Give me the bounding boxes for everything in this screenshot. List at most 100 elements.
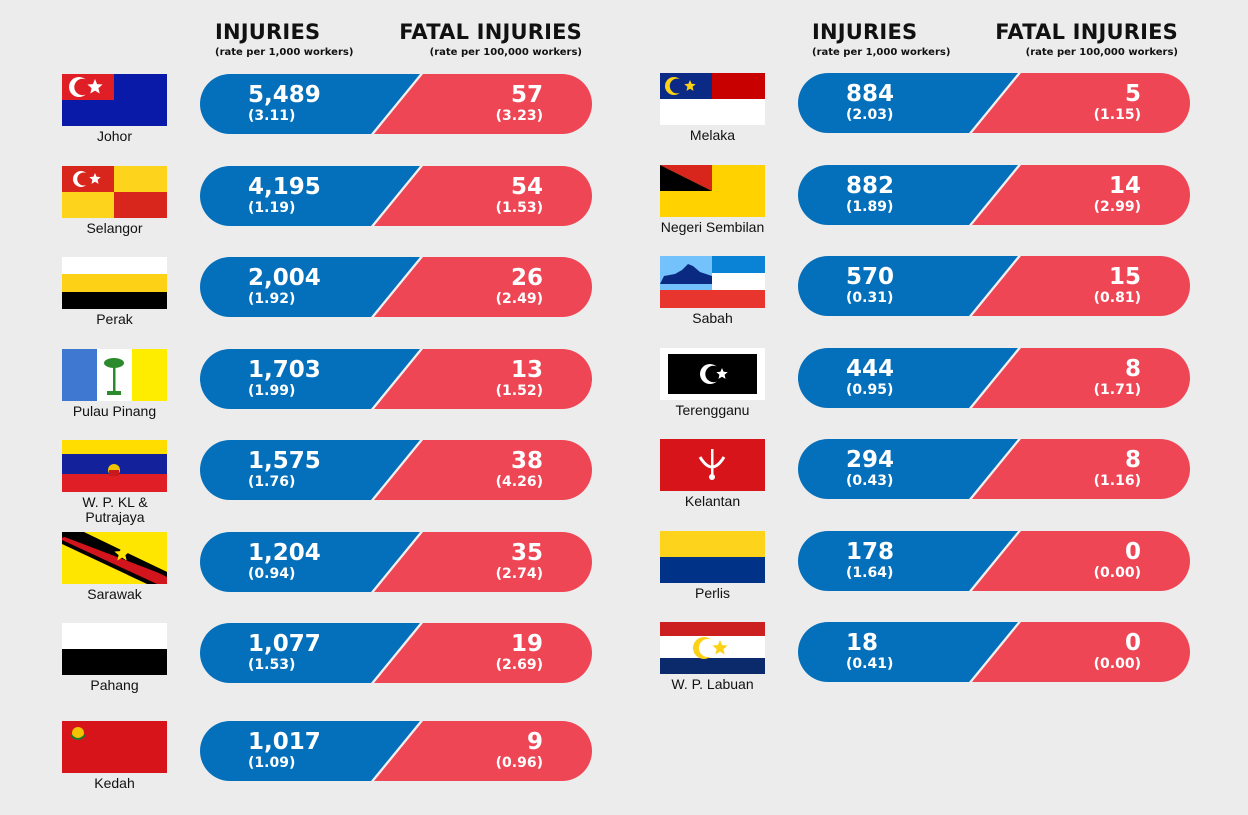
injury-rate: (0.41) (846, 656, 894, 672)
penang-flag-icon (62, 349, 167, 401)
state-row-w-p-kl-putrajaya: W. P. KL & Putrajaya 1,575 (1.76) 38 (4.26) (62, 440, 622, 525)
injury-rate: (0.31) (846, 290, 894, 306)
injury-rate: (0.43) (846, 473, 894, 489)
fatal-count: 38 (510, 448, 543, 474)
injuries-count: 444 (846, 356, 895, 382)
state-name: Selangor (86, 220, 143, 236)
kelantan-flag-icon (660, 439, 765, 491)
fatal-count: 15 (1108, 264, 1141, 290)
injuries-count: 5,489 (248, 82, 321, 108)
stat-pill: 5,489 (3.11) 57 (3.23) (200, 74, 592, 134)
state-name: W. P. KL & Putrajaya (82, 494, 148, 525)
johor-flag-icon (62, 74, 167, 126)
fatal-count: 35 (510, 540, 543, 566)
injury-rate: (2.03) (846, 107, 894, 123)
fatal-rate: (2.99) (1093, 199, 1141, 215)
fatal-rate: (2.49) (495, 291, 543, 307)
stat-pill: 444 (0.95) 8 (1.71) (798, 348, 1190, 408)
injuries-count: 1,575 (248, 448, 321, 474)
injury-rate: (3.11) (248, 108, 296, 124)
state-row-perlis: Perlis 178 (1.64) 0 (0.00) (660, 531, 1220, 601)
fatal-title: FATAL INJURIES (995, 20, 1178, 44)
fatal-count: 0 (1124, 630, 1141, 656)
state-name: Terengganu (675, 402, 750, 418)
fatal-count: 26 (510, 265, 543, 291)
injuries-subtitle: (rate per 1,000 workers) (215, 47, 354, 58)
injuries-count: 2,004 (248, 265, 321, 291)
state-row-pahang: Pahang 1,077 (1.53) 19 (2.69) (62, 623, 622, 693)
injuries-count: 570 (846, 264, 895, 290)
state-name: Sabah (692, 310, 733, 326)
injuries-count: 18 (846, 630, 879, 656)
stat-pill: 18 (0.41) 0 (0.00) (798, 622, 1190, 682)
state-name: Pahang (90, 677, 139, 693)
fatal-header: FATAL INJURIES (rate per 100,000 workers… (392, 20, 582, 58)
state-name: Kedah (94, 775, 135, 791)
injury-rate: (0.95) (846, 382, 894, 398)
state-name: Perak (96, 311, 133, 327)
fatal-count: 9 (526, 729, 543, 755)
fatal-title: FATAL INJURIES (399, 20, 582, 44)
fatal-rate: (0.00) (1093, 565, 1141, 581)
fatal-rate: (1.53) (495, 200, 543, 216)
fatal-count: 0 (1124, 539, 1141, 565)
injuries-count: 294 (846, 447, 895, 473)
state-row-sabah: Sabah 570 (0.31) 15 (0.81) (660, 256, 1220, 326)
state-row-johor: Johor 5,489 (3.11) 57 (3.23) (62, 74, 622, 144)
injury-rate: (1.76) (248, 474, 296, 490)
state-row-negeri-sembilan: Negeri Sembilan 882 (1.89) 14 (2.99) (660, 165, 1220, 235)
injury-rate: (1.53) (248, 657, 296, 673)
injuries-count: 884 (846, 81, 895, 107)
stat-pill: 1,077 (1.53) 19 (2.69) (200, 623, 592, 683)
fatal-rate: (1.16) (1093, 473, 1141, 489)
injuries-count: 1,204 (248, 540, 321, 566)
sarawak-flag-icon (62, 532, 167, 584)
state-row-melaka: Melaka 884 (2.03) 5 (1.15) (660, 73, 1220, 143)
stat-pill: 178 (1.64) 0 (0.00) (798, 531, 1190, 591)
fatal-rate: (1.52) (495, 383, 543, 399)
stat-pill: 1,204 (0.94) 35 (2.74) (200, 532, 592, 592)
fatal-count: 57 (510, 82, 543, 108)
fatal-count: 54 (510, 174, 543, 200)
injuries-count: 1,017 (248, 729, 321, 755)
negeri-sembilan-flag-icon (660, 165, 765, 217)
injuries-title: INJURIES (215, 20, 321, 44)
sabah-flag-icon (660, 256, 765, 308)
state-name: Johor (96, 128, 133, 144)
fatal-rate: (4.26) (495, 474, 543, 490)
state-name: Kelantan (684, 493, 741, 509)
state-row-pulau-pinang: Pulau Pinang 1,703 (1.99) 13 (1.52) (62, 349, 622, 419)
fatal-rate: (3.23) (495, 108, 543, 124)
melaka-flag-icon (660, 73, 765, 125)
state-row-kelantan: Kelantan 294 (0.43) 8 (1.16) (660, 439, 1220, 509)
stat-pill: 1,703 (1.99) 13 (1.52) (200, 349, 592, 409)
state-row-perak: Perak 2,004 (1.92) 26 (2.49) (62, 257, 622, 327)
fatal-count: 19 (510, 631, 543, 657)
state-row-sarawak: Sarawak 1,204 (0.94) 35 (2.74) (62, 532, 622, 602)
state-row-kedah: Kedah 1,017 (1.09) 9 (0.96) (62, 721, 622, 791)
injury-rate: (0.94) (248, 566, 296, 582)
stat-pill: 1,575 (1.76) 38 (4.26) (200, 440, 592, 500)
labuan-flag-icon (660, 622, 765, 674)
stat-pill: 884 (2.03) 5 (1.15) (798, 73, 1190, 133)
terengganu-flag-icon (660, 348, 765, 400)
perlis-flag-icon (660, 531, 765, 583)
fatal-subtitle: (rate per 100,000 workers) (429, 47, 582, 58)
injury-rate: (1.89) (846, 199, 894, 215)
state-row-selangor: Selangor 4,195 (1.19) 54 (1.53) (62, 166, 622, 236)
stat-pill: 1,017 (1.09) 9 (0.96) (200, 721, 592, 781)
injury-rate: (1.19) (248, 200, 296, 216)
fatal-rate: (1.71) (1093, 382, 1141, 398)
injury-rate: (1.99) (248, 383, 296, 399)
stat-pill: 882 (1.89) 14 (2.99) (798, 165, 1190, 225)
state-row-w-p-labuan: W. P. Labuan 18 (0.41) 0 (0.00) (660, 622, 1220, 692)
fatal-count: 8 (1124, 356, 1141, 382)
injuries-subtitle: (rate per 1,000 workers) (812, 47, 951, 58)
stat-pill: 570 (0.31) 15 (0.81) (798, 256, 1190, 316)
injury-rate: (1.64) (846, 565, 894, 581)
fatal-subtitle: (rate per 100,000 workers) (1025, 47, 1178, 58)
stat-pill: 294 (0.43) 8 (1.16) (798, 439, 1190, 499)
selangor-flag-icon (62, 166, 167, 218)
fatal-rate: (0.00) (1093, 656, 1141, 672)
state-name: Perlis (694, 585, 730, 601)
